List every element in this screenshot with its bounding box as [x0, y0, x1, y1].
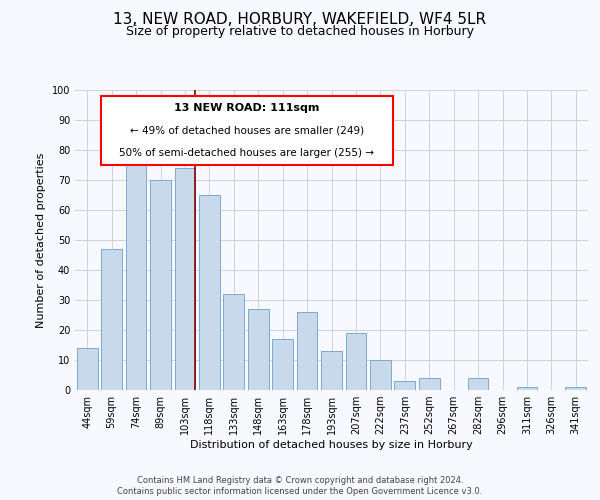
Text: Size of property relative to detached houses in Horbury: Size of property relative to detached ho…: [126, 25, 474, 38]
Bar: [467, 378, 488, 390]
Bar: [517, 387, 538, 390]
Text: 13, NEW ROAD, HORBURY, WAKEFIELD, WF4 5LR: 13, NEW ROAD, HORBURY, WAKEFIELD, WF4 5L…: [113, 12, 487, 28]
X-axis label: Distribution of detached houses by size in Horbury: Distribution of detached houses by size …: [190, 440, 473, 450]
Text: Contains HM Land Registry data © Crown copyright and database right 2024.: Contains HM Land Registry data © Crown c…: [137, 476, 463, 485]
Bar: [346, 333, 367, 390]
Text: Contains public sector information licensed under the Open Government Licence v3: Contains public sector information licen…: [118, 488, 482, 496]
Bar: [565, 387, 586, 390]
Y-axis label: Number of detached properties: Number of detached properties: [36, 152, 46, 328]
Bar: [77, 348, 98, 390]
Bar: [199, 195, 220, 390]
Bar: [272, 339, 293, 390]
Bar: [321, 351, 342, 390]
Bar: [125, 147, 146, 390]
Bar: [394, 381, 415, 390]
Bar: [150, 180, 171, 390]
Bar: [370, 360, 391, 390]
Bar: [419, 378, 440, 390]
Bar: [223, 294, 244, 390]
Text: 13 NEW ROAD: 111sqm: 13 NEW ROAD: 111sqm: [174, 104, 320, 114]
Bar: [248, 309, 269, 390]
Bar: [101, 249, 122, 390]
Text: ← 49% of detached houses are smaller (249): ← 49% of detached houses are smaller (24…: [130, 126, 364, 136]
FancyBboxPatch shape: [101, 96, 393, 165]
Bar: [175, 168, 196, 390]
Bar: [296, 312, 317, 390]
Text: 50% of semi-detached houses are larger (255) →: 50% of semi-detached houses are larger (…: [119, 148, 374, 158]
